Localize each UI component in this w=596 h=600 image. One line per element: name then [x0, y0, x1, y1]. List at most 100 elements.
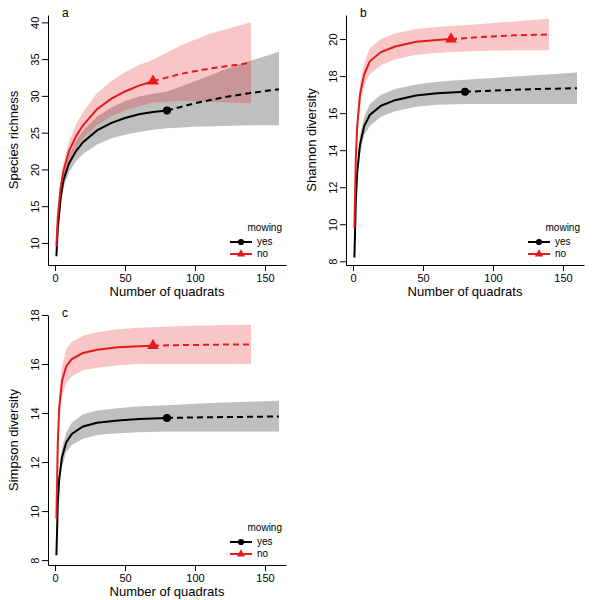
panel-title: b: [360, 6, 367, 20]
y-tick: 8: [327, 259, 346, 265]
panel: 05010015081012141618Number of quadratsSi…: [6, 306, 287, 599]
confidence-band: [56, 22, 251, 248]
interpolated-line: [56, 81, 153, 246]
x-tick: 150: [256, 265, 274, 284]
x-tick-mark: [265, 565, 266, 571]
x-tick-label: 100: [186, 572, 204, 584]
x-axis-line: [347, 265, 585, 266]
x-axis-line: [49, 565, 287, 566]
y-tick-mark: [42, 560, 48, 561]
legend-symbol: [237, 549, 245, 556]
panel-title: c: [62, 306, 68, 320]
legend-label: yes: [257, 536, 273, 547]
extrapolated-line: [153, 344, 251, 345]
observed-point: [147, 339, 159, 349]
x-tick-label: 150: [256, 272, 274, 284]
y-axis-title: Simpson diversity: [6, 389, 21, 491]
y-tick-mark: [42, 169, 48, 170]
x-tick-label: 50: [119, 572, 131, 584]
legend: mowingyesno: [230, 222, 282, 259]
legend-title: mowing: [546, 222, 580, 233]
y-tick-label: 30: [29, 90, 41, 102]
y-tick: 8: [29, 558, 48, 564]
y-tick-mark: [42, 243, 48, 244]
interpolated-line: [56, 111, 167, 257]
x-tick-label: 0: [52, 572, 58, 584]
legend-symbol: [238, 539, 244, 545]
confidence-band: [354, 19, 549, 232]
y-tick-mark: [42, 59, 48, 60]
y-tick-label: 14: [29, 407, 41, 419]
y-tick-label: 18: [29, 309, 41, 321]
legend-entry: no: [528, 248, 567, 259]
y-tick-mark: [340, 113, 346, 114]
x-tick: 150: [554, 265, 572, 284]
y-tick-mark: [42, 315, 48, 316]
y-tick: 18: [327, 70, 346, 82]
extrapolated-line: [451, 34, 549, 39]
legend-symbol: [237, 249, 245, 256]
y-axis: 10152025303540: [29, 16, 49, 266]
x-tick-mark: [563, 265, 564, 271]
x-tick-mark: [55, 265, 56, 271]
y-tick-label: 16: [327, 108, 339, 120]
legend-entry: yes: [230, 236, 273, 247]
y-tick-label: 10: [29, 237, 41, 249]
y-axis-line: [48, 316, 49, 566]
y-tick-label: 10: [29, 505, 41, 517]
y-axis-line: [48, 16, 49, 266]
plot-area: [354, 19, 577, 262]
y-tick: 16: [29, 358, 48, 370]
y-axis: 8101214161820: [327, 16, 347, 266]
x-axis: 050100150: [49, 265, 287, 284]
y-tick: 40: [29, 17, 48, 29]
confidence-band: [56, 401, 279, 560]
legend: mowingyesno: [230, 522, 282, 559]
confidence-band: [56, 325, 251, 524]
x-tick-label: 150: [554, 272, 572, 284]
y-tick-label: 40: [29, 17, 41, 29]
x-tick: 150: [256, 565, 274, 584]
x-axis-title: Number of quadrats: [408, 284, 523, 299]
panel-title: a: [62, 6, 69, 20]
y-tick-label: 18: [327, 70, 339, 82]
x-axis-line: [49, 265, 287, 266]
legend: mowingyesno: [528, 222, 580, 259]
y-axis: 81012141618: [29, 309, 49, 565]
y-tick-mark: [340, 39, 346, 40]
y-tick: 12: [327, 182, 346, 194]
x-tick-mark: [125, 565, 126, 571]
x-tick-label: 50: [417, 272, 429, 284]
y-tick-mark: [42, 22, 48, 23]
observed-point: [461, 88, 469, 96]
y-tick-mark: [340, 261, 346, 262]
x-axis: 050100150: [347, 265, 585, 284]
interpolated-line: [354, 92, 465, 258]
legend-entry: no: [230, 248, 269, 259]
x-tick-mark: [55, 565, 56, 571]
observed-point: [445, 32, 457, 42]
y-tick: 18: [29, 309, 48, 321]
x-tick: 0: [52, 265, 58, 284]
observed-point: [147, 74, 159, 84]
y-tick-label: 12: [327, 182, 339, 194]
x-tick-label: 100: [484, 272, 502, 284]
y-tick: 15: [29, 201, 48, 213]
legend-symbol: [238, 239, 244, 245]
y-tick: 35: [29, 53, 48, 65]
y-tick-mark: [340, 76, 346, 77]
plot-area: [56, 325, 279, 560]
y-axis-title: Species richness: [6, 90, 21, 189]
extrapolated-line: [167, 416, 279, 417]
y-tick-label: 16: [29, 358, 41, 370]
observed-point: [163, 107, 171, 115]
interpolated-line: [354, 39, 451, 228]
x-tick-mark: [423, 265, 424, 271]
legend-label: yes: [257, 236, 273, 247]
x-tick-mark: [195, 565, 196, 571]
y-axis-title: Shannon diversity: [304, 88, 319, 192]
x-axis-title: Number of quadrats: [110, 284, 225, 299]
y-tick-label: 15: [29, 201, 41, 213]
y-tick-mark: [42, 364, 48, 365]
y-tick: 10: [327, 219, 346, 231]
